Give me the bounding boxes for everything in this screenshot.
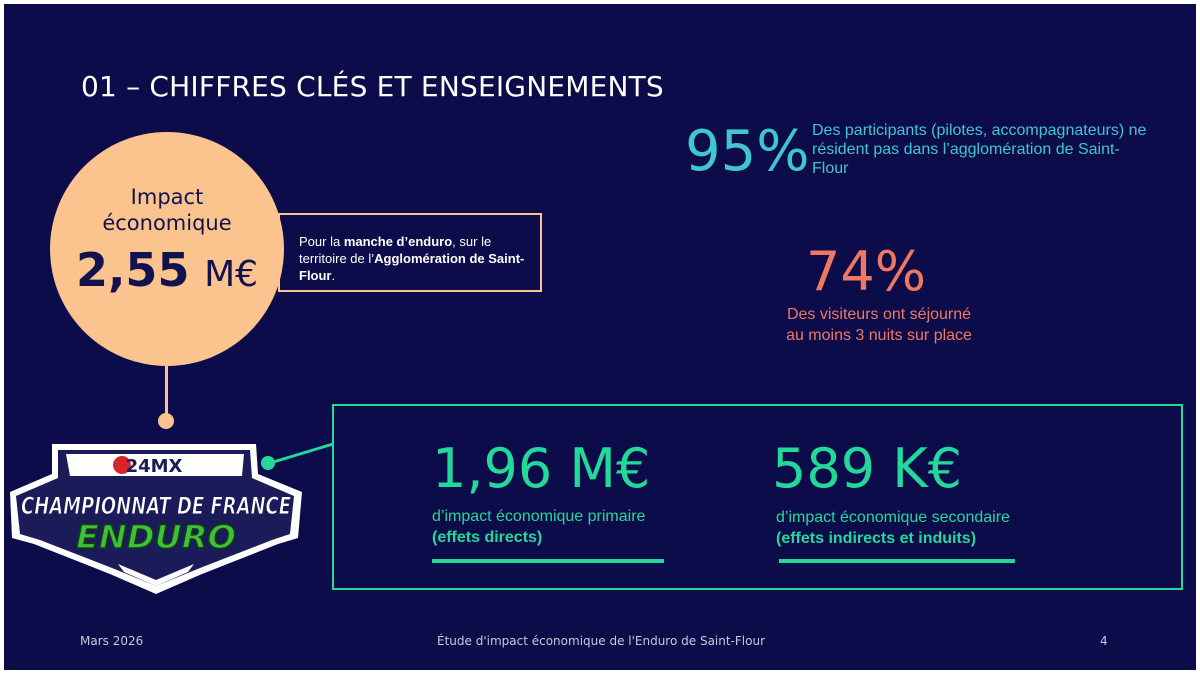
impact-breakdown-box: 1,96 M€ d’impact économique primaire (ef… bbox=[332, 404, 1183, 590]
primary-impact-underline bbox=[432, 559, 664, 563]
note-text-3: . bbox=[331, 268, 336, 283]
secondary-impact-value: 589 K€ bbox=[772, 437, 963, 500]
stat-74-value: 74% bbox=[806, 240, 927, 303]
stat-95-value: 95% bbox=[685, 119, 810, 184]
slide: 01 – CHIFFRES CLÉS ET ENSEIGNEMENTS Impa… bbox=[4, 4, 1196, 670]
brand-mark-icon bbox=[113, 456, 131, 474]
logo-brand-text: 24MX bbox=[126, 456, 183, 477]
secondary-impact-underline bbox=[779, 559, 1015, 563]
stat-95-text: Des participants (pilotes, accompagnateu… bbox=[812, 122, 1147, 177]
impact-value-number: 2,55 bbox=[75, 243, 190, 297]
impact-value: 2,55 M€ bbox=[50, 242, 284, 303]
logo-line2-text: ENDURO bbox=[76, 518, 236, 556]
primary-impact-text: d’impact économique primaire (effets dir… bbox=[432, 506, 645, 548]
championnat-enduro-logo: 24MX CHAMPIONNAT DE FRANCE ENDURO bbox=[10, 444, 302, 594]
impact-connector-line bbox=[165, 366, 168, 416]
note-bold-2: Agglomération de Saint-Flour bbox=[299, 251, 525, 283]
impact-value-unit: M€ bbox=[204, 254, 259, 295]
impact-circle: Impact économique 2,55 M€ bbox=[50, 132, 284, 366]
stat-74-line1: Des visiteurs ont séjourné bbox=[786, 306, 972, 323]
note-bold-1: manche d’enduro bbox=[343, 234, 453, 249]
stat-74-text: Des visiteurs ont séjourné au moins 3 nu… bbox=[764, 304, 994, 346]
impact-label: Impact économique bbox=[50, 184, 284, 236]
logo-line1-text: CHAMPIONNAT DE FRANCE bbox=[21, 492, 291, 520]
page-number: 4 bbox=[1100, 634, 1108, 648]
note-text-2: , sur le territoire de l’ bbox=[299, 234, 492, 266]
stat-74-line2: au moins 3 nuits sur place bbox=[786, 327, 972, 344]
primary-impact-line1: d’impact économique primaire bbox=[432, 508, 646, 525]
breakdown-connector-dot bbox=[261, 456, 275, 470]
impact-label-line1: Impact bbox=[130, 185, 204, 209]
secondary-impact-line1: d’impact économique secondaire bbox=[776, 509, 1010, 526]
impact-note-box: Pour la manche d’enduro, sur le territoi… bbox=[278, 213, 542, 292]
footer-date: Mars 2026 bbox=[80, 634, 144, 648]
slide-title: 01 – CHIFFRES CLÉS ET ENSEIGNEMENTS bbox=[81, 70, 664, 103]
secondary-impact-line2: (effets indirects et induits) bbox=[776, 530, 977, 547]
note-text-1: Pour la bbox=[299, 234, 344, 249]
impact-connector-dot bbox=[158, 413, 174, 429]
impact-label-line2: économique bbox=[102, 211, 232, 235]
footer-title: Étude d'impact économique de l'Enduro de… bbox=[437, 634, 766, 648]
primary-impact-value: 1,96 M€ bbox=[432, 437, 651, 500]
secondary-impact-text: d’impact économique secondaire (effets i… bbox=[776, 507, 1010, 549]
primary-impact-line2: (effets directs) bbox=[432, 529, 543, 546]
